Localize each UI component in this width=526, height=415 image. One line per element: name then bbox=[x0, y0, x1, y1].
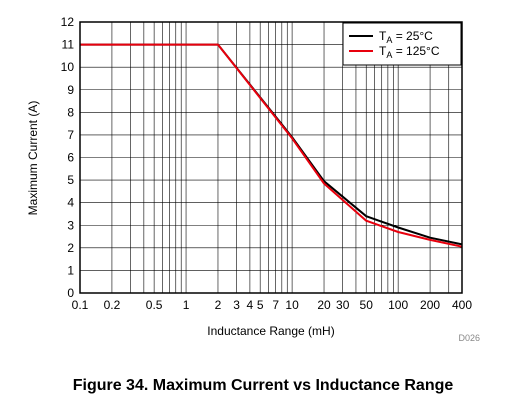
y-tick-label: 10 bbox=[61, 60, 75, 74]
legend-box bbox=[342, 22, 462, 66]
x-tick-label: 5 bbox=[257, 298, 264, 312]
legend-label: TA = 25°C bbox=[379, 29, 433, 45]
y-tick-label: 5 bbox=[67, 173, 74, 187]
y-tick-label: 1 bbox=[67, 263, 74, 277]
series-lines bbox=[80, 43, 463, 248]
x-tick-label: 50 bbox=[360, 298, 374, 312]
x-tick-label: 2 bbox=[215, 298, 222, 312]
legend: TA = 25°CTA = 125°C bbox=[342, 22, 462, 66]
x-tick-label: 200 bbox=[420, 298, 440, 312]
figure-caption: Figure 34. Maximum Current vs Inductance… bbox=[72, 377, 454, 394]
x-tick-label: 0.1 bbox=[72, 298, 89, 312]
x-tick-labels: 0.1 0.2 0.5 1 2 3 4 5 7 10 20 30 50 100 200 400 bbox=[72, 298, 473, 312]
figure-id: D026 bbox=[458, 333, 480, 343]
x-tick-label: 400 bbox=[452, 298, 472, 312]
x-tick-label: 1 bbox=[183, 298, 190, 312]
y-tick-label: 9 bbox=[67, 83, 74, 97]
y-tick-label: 6 bbox=[67, 151, 74, 165]
x-tick-label: 0.2 bbox=[104, 298, 121, 312]
x-tick-label: 7 bbox=[272, 298, 279, 312]
x-tick-label: 4 bbox=[247, 298, 254, 312]
y-tick-label: 4 bbox=[67, 196, 74, 210]
y-tick-label: 12 bbox=[61, 15, 75, 29]
y-axis-label: Maximum Current (A) bbox=[26, 101, 40, 216]
y-tick-label: 7 bbox=[67, 128, 74, 142]
legend-label: TA = 125°C bbox=[379, 44, 440, 60]
x-tick-label: 100 bbox=[388, 298, 408, 312]
y-tick-label: 0 bbox=[67, 286, 74, 300]
plot-frame bbox=[79, 21, 463, 294]
x-tick-label: 3 bbox=[233, 298, 240, 312]
series-line-2 bbox=[80, 43, 463, 248]
x-axis-label: Inductance Range (mH) bbox=[207, 324, 334, 338]
y-tick-label: 2 bbox=[67, 241, 74, 255]
x-tick-label: 0.5 bbox=[146, 298, 163, 312]
series-line-1 bbox=[80, 43, 463, 246]
y-tick-label: 3 bbox=[67, 218, 74, 232]
y-tick-label: 11 bbox=[62, 38, 75, 52]
chart: 0.1 0.2 0.5 1 2 3 4 5 7 10 20 30 50 100 200 400 0123456… bbox=[26, 15, 480, 343]
x-tick-label: 10 bbox=[285, 298, 299, 312]
x-tick-label: 30 bbox=[336, 298, 350, 312]
x-tick-label: 20 bbox=[317, 298, 331, 312]
y-tick-label: 8 bbox=[67, 105, 74, 119]
